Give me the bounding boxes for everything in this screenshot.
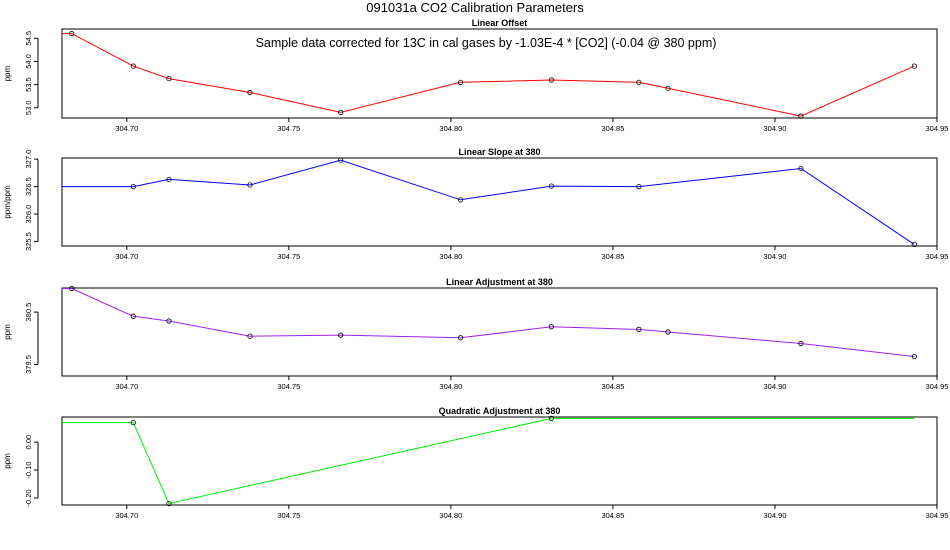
data-point [69,285,75,292]
x-tick-label: 304.85 [601,382,624,391]
series-line [62,33,915,117]
y-tick-label: 0.00 [24,435,33,450]
data-point [166,75,172,82]
panel-3: Linear Adjustment at 380 ppm 304.70 304.75 3… [3,277,948,391]
series-line [62,417,915,505]
y-axis-label: ppm [3,65,12,81]
figure-title: 091031a CO2 Calibration Parameters [366,0,584,15]
panel-1: Linear Offset ppm 304.70 304.75 304.80 304.85… [3,18,948,133]
plot-frame [61,28,938,119]
data-point [130,63,136,69]
panel-2: Linear Slope at 380 ppm/ppm 304.70 304.75 30… [3,147,948,261]
y-tick-label: 53.0 [24,100,33,115]
data-point [166,501,172,507]
x-tick-label: 304.80 [439,252,462,261]
y-axis-label: ppm [3,453,12,469]
data-point [338,109,344,116]
y-axis-label: ppm/ppm [3,185,12,219]
x-tick-label: 304.90 [763,382,786,391]
x-tick-label: 304.95 [926,252,949,261]
data-point [798,340,804,347]
y-tick-label: 326.5 [24,177,33,196]
x-tick-label: 304.70 [115,382,138,391]
x-tick-label: 304.85 [601,511,624,520]
data-point [911,354,917,360]
x-tick-label: 304.95 [926,511,949,520]
y-tick-label: 327.0 [24,150,33,169]
x-tick-label: 304.90 [763,124,786,133]
x-tick-label: 304.75 [277,252,300,261]
data-point [458,335,464,341]
y-tick-label: 326.0 [24,205,33,224]
x-tick-label: 304.85 [601,252,624,261]
data-point [911,63,917,69]
x-tick-label: 304.85 [601,124,624,133]
data-point [247,89,253,96]
y-tick-label: 54.0 [24,54,33,69]
y-tick-label: 54.5 [24,31,33,46]
correction-annotation: Sample data corrected for 13C in cal gas… [256,36,717,50]
data-point [798,165,804,172]
x-tick-label: 304.80 [439,382,462,391]
data-point [130,184,136,190]
data-point [458,197,464,203]
data-point [69,31,75,37]
data-point [636,184,642,190]
data-point [247,182,253,188]
x-tick-label: 304.80 [439,511,462,520]
panel-4: Quadratic Adjustment at 380 ppm 304.70 304.… [3,406,948,520]
y-tick-label: 53.5 [24,77,33,92]
x-tick-label: 304.70 [115,511,138,520]
data-point [798,113,804,119]
x-tick-label: 304.75 [277,382,300,391]
panel-title: Quadratic Adjustment at 380 [439,406,561,416]
y-tick-label: -0.20 [24,489,33,506]
series-line [62,159,915,245]
data-point [338,332,344,338]
x-tick-label: 304.95 [926,124,949,133]
x-tick-label: 304.75 [277,511,300,520]
y-axis-label: ppm [3,324,12,340]
data-point [548,77,554,83]
data-point [130,313,136,319]
x-tick-label: 304.75 [277,124,300,133]
x-tick-label: 304.80 [439,124,462,133]
x-tick-label: 304.95 [926,382,949,391]
data-point [247,333,253,339]
plot-frame [61,157,938,247]
data-point [166,318,172,324]
data-point [636,79,642,85]
panel-title: Linear Slope at 380 [458,147,540,157]
x-tick-label: 304.90 [763,252,786,261]
data-point [665,329,671,335]
panel-title: Linear Adjustment at 380 [446,277,553,287]
data-point [548,183,554,189]
x-tick-label: 304.70 [115,252,138,261]
y-tick-label: 325.5 [24,232,33,251]
plot-frame [61,287,938,377]
data-point [338,157,344,163]
data-point [665,85,671,91]
data-point [911,241,917,247]
x-tick-label: 304.90 [763,511,786,520]
data-point [458,79,464,85]
y-tick-label: 379.5 [24,355,33,374]
data-point [130,419,136,426]
data-point [636,326,642,332]
x-tick-label: 304.70 [115,124,138,133]
plot-frame [61,416,938,506]
data-point [548,324,554,330]
data-point [166,176,172,183]
data-point [548,415,554,421]
y-tick-label: -0.10 [24,462,33,479]
y-tick-label: 380.5 [24,303,33,322]
series-line [62,288,915,358]
panel-title: Linear Offset [472,18,528,28]
